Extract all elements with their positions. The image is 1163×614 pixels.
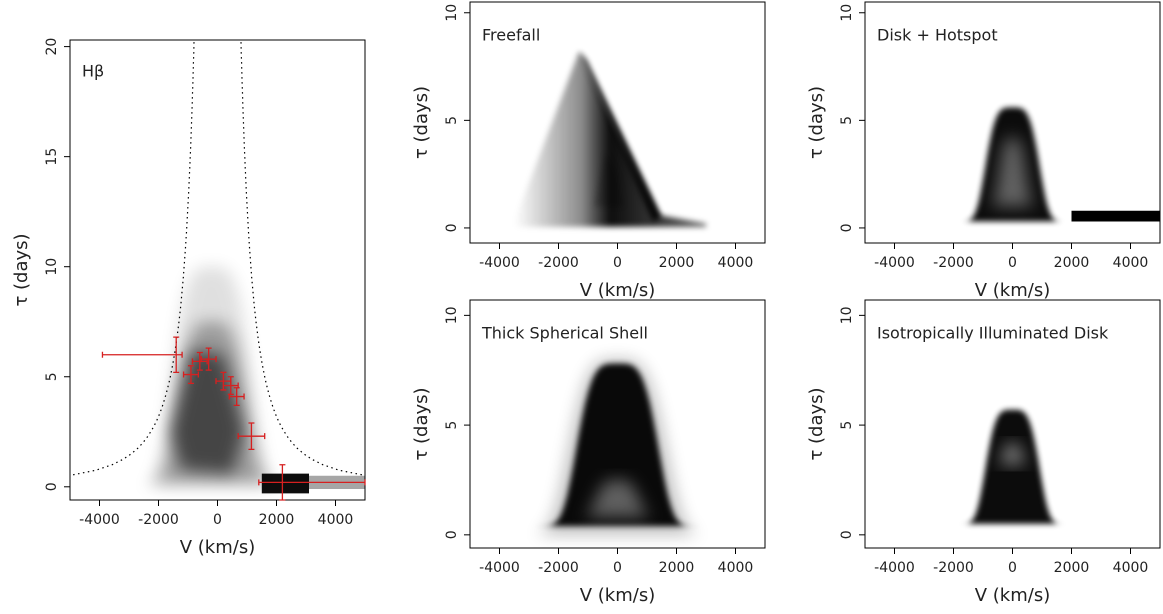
x-tick-label: -4000 — [479, 560, 520, 576]
x-tick-label: 0 — [613, 255, 622, 271]
x-tick-label: -2000 — [933, 255, 974, 271]
y-tick-label: 0 — [44, 482, 60, 491]
density-shape — [593, 152, 624, 207]
panel-title: Disk + Hotspot — [877, 26, 998, 45]
x-tick-label: 4000 — [1113, 560, 1149, 576]
density-shape — [991, 442, 1034, 465]
y-tick-label: 10 — [839, 306, 855, 324]
x-tick-label: -4000 — [79, 512, 120, 528]
y-error-bar — [279, 464, 286, 501]
y-tick-label: 5 — [444, 116, 460, 125]
x-axis-label: V (km/s) — [180, 537, 255, 558]
y-tick-label: 5 — [839, 421, 855, 430]
y-tick-label: 0 — [839, 530, 855, 539]
y-axis-label: τ (days) — [11, 233, 32, 306]
x-error-bar — [258, 479, 366, 486]
panel-title: Isotropically Illuminated Disk — [877, 324, 1109, 343]
density-image — [514, 51, 706, 227]
density-shape — [983, 137, 1042, 207]
y-tick-label: 0 — [839, 223, 855, 232]
x-tick-label: 2000 — [659, 560, 695, 576]
x-axis-label: V (km/s) — [975, 280, 1050, 301]
y-axis-label: τ (days) — [806, 86, 827, 159]
x-tick-label: 4000 — [318, 512, 354, 528]
y-axis-label: τ (days) — [411, 86, 432, 159]
density-image — [953, 409, 1072, 524]
density-shape — [570, 480, 665, 518]
x-tick-label: 0 — [213, 512, 222, 528]
x-tick-label: -2000 — [138, 512, 179, 528]
x-tick-label: -2000 — [538, 560, 579, 576]
y-error-bar — [173, 336, 180, 373]
y-axis-label: τ (days) — [806, 387, 827, 460]
x-tick-label: 2000 — [1054, 560, 1090, 576]
y-error-bar — [187, 365, 194, 384]
density-shape — [261, 473, 309, 494]
y-tick-label: 10 — [44, 258, 60, 276]
x-tick-label: 4000 — [1113, 255, 1149, 271]
y-tick-label: 10 — [839, 4, 855, 22]
y-error-bar — [196, 351, 203, 371]
x-axis-label: V (km/s) — [580, 280, 655, 301]
panel-title: Thick Spherical Shell — [481, 324, 648, 343]
panel-title: Freefall — [482, 26, 540, 45]
density-image — [511, 359, 724, 535]
x-tick-label: -4000 — [874, 255, 915, 271]
y-axis-label: τ (days) — [411, 387, 432, 460]
density-shape — [953, 409, 1072, 524]
x-tick-label: -2000 — [538, 255, 579, 271]
x-tick-label: 4000 — [718, 560, 754, 576]
x-tick-label: 0 — [1008, 255, 1017, 271]
x-axis-label: V (km/s) — [975, 585, 1050, 606]
x-tick-label: 2000 — [659, 255, 695, 271]
y-tick-label: 5 — [444, 421, 460, 430]
y-tick-label: 10 — [444, 4, 460, 22]
density-image — [953, 107, 1160, 222]
envelope-curve — [240, 40, 365, 477]
x-tick-label: 2000 — [1054, 255, 1090, 271]
y-tick-label: 0 — [444, 530, 460, 539]
x-tick-label: 0 — [1008, 560, 1017, 576]
density-shape — [1071, 210, 1160, 222]
y-error-bar — [248, 422, 255, 451]
x-tick-label: 0 — [613, 560, 622, 576]
y-tick-label: 20 — [44, 38, 60, 56]
y-error-bar — [205, 347, 212, 371]
density-image — [70, 40, 365, 494]
x-axis-label: V (km/s) — [580, 585, 655, 606]
y-tick-label: 5 — [839, 116, 855, 125]
x-error-bar — [101, 351, 183, 358]
x-tick-label: -4000 — [479, 255, 520, 271]
x-tick-label: 2000 — [259, 512, 295, 528]
density-shape — [579, 51, 662, 222]
y-tick-label: 10 — [444, 306, 460, 324]
y-error-bar — [233, 387, 240, 407]
y-tick-label: 0 — [444, 223, 460, 232]
density-shape — [514, 51, 706, 227]
y-tick-label: 5 — [44, 372, 60, 381]
x-tick-label: 4000 — [718, 255, 754, 271]
x-tick-label: -2000 — [933, 560, 974, 576]
x-tick-label: -4000 — [874, 560, 915, 576]
panel-title: Hβ — [82, 62, 104, 81]
density-shape — [529, 363, 706, 527]
envelope-curve — [70, 40, 195, 477]
y-tick-label: 15 — [44, 148, 60, 166]
